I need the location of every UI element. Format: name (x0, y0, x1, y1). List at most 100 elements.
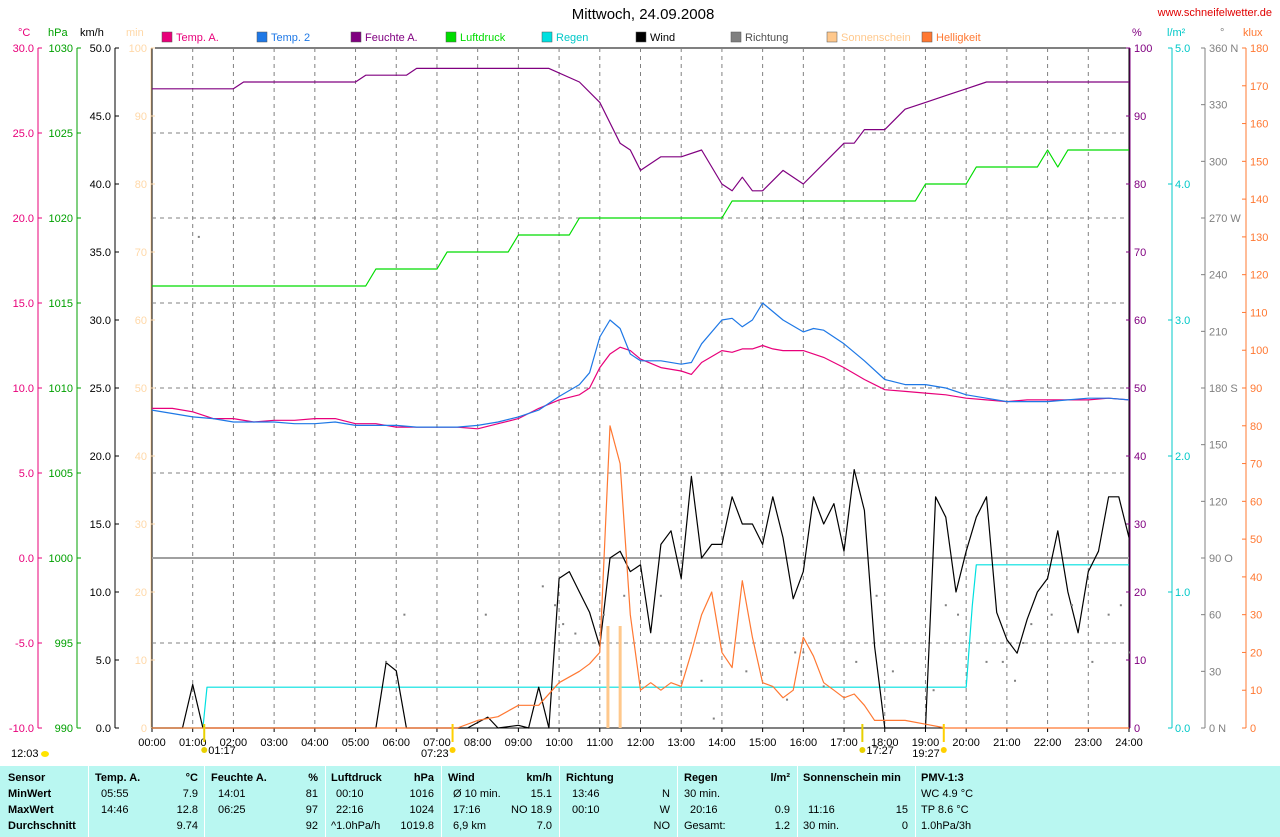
cell-temp-val: 7.9 (182, 788, 198, 800)
axis-tick-label: 0 (1134, 723, 1140, 735)
cell-rain-desc: 30 min. (684, 788, 721, 800)
th-wind-unit: km/h (526, 772, 552, 784)
site-link[interactable]: www.schneifelwetter.de (1157, 7, 1272, 19)
cell-sun-desc: 11:16 (808, 804, 835, 816)
axis-tick-label: -5.0 (15, 638, 34, 650)
direction-point (891, 670, 894, 673)
legend-swatch (541, 31, 553, 43)
unit-pressure: hPa (48, 27, 68, 39)
moonset-time: 01:17 (208, 745, 236, 757)
row-label: Durchschnitt (8, 820, 76, 832)
axis-tick-label: 270 W (1209, 213, 1241, 225)
series-temp-2 (151, 302, 1130, 428)
axis-tick-label: 0 N (1209, 723, 1226, 735)
legend-label: Helligkeit (936, 32, 981, 44)
moonrise-time: 17:27 (866, 745, 894, 757)
legend-label: Wind (650, 32, 675, 44)
cell-dir-val: NO (653, 820, 671, 832)
unit-rain: l/m² (1167, 27, 1186, 39)
series-wind (152, 469, 1130, 729)
series-temp-a- (152, 344, 1130, 430)
x-tick-label: 13:00 (667, 737, 695, 749)
cell-sun-val: 0 (901, 820, 908, 832)
direction-point (1001, 660, 1004, 663)
direction-point (1014, 679, 1017, 682)
axis-tick-label: 40 (1250, 572, 1262, 584)
axis-tick-label: 0.0 (96, 723, 111, 735)
direction-point (855, 660, 858, 663)
x-tick-label: 02:00 (220, 737, 248, 749)
legend: Temp. A. Temp. 2 Feuchte A. Luftdruck Regen W… (161, 31, 981, 44)
x-tick-label: 07:00 (423, 737, 451, 749)
cell-wind-val: NO 18.9 (511, 804, 552, 816)
cell-dir-val: N (662, 788, 670, 800)
x-tick-label: 00:00 (138, 737, 166, 749)
axis-tick-label: 1030 (49, 43, 73, 55)
direction-point (932, 689, 935, 692)
cell-pmv: WC 4.9 °C (921, 788, 974, 800)
axis-tick-label: 1015 (49, 298, 73, 310)
th-rain-unit: l/m² (770, 772, 790, 784)
cell-temp-time: 05:55 (101, 788, 129, 800)
axis-tick-label: 25.0 (13, 128, 34, 140)
axis-tick-label: 1.0 (1175, 587, 1190, 599)
th-hum-unit: % (308, 772, 318, 784)
x-tick-label: 17:00 (830, 737, 858, 749)
cell-wind-desc: Ø 10 min. (453, 788, 501, 800)
axis-tick-label: 40.0 (90, 179, 111, 191)
cell-press-val: 1024 (409, 804, 434, 816)
axis-tick-label: 0.0 (19, 553, 34, 565)
th-rain: Regen (684, 772, 718, 784)
axis-tick-label: 990 (55, 723, 73, 735)
axis-tick-label: 30 (1250, 610, 1262, 622)
axis-tick-label: 40 (1134, 451, 1146, 463)
axis-tick-label: 80 (1134, 179, 1146, 191)
x-tick-label: 04:00 (301, 737, 329, 749)
direction-point (1107, 613, 1110, 616)
direction-point (484, 613, 487, 616)
stats-table (0, 766, 1280, 837)
axis-tick-label: 0.0 (1175, 723, 1190, 735)
axis-tick-label: 10 (1250, 685, 1262, 697)
x-tick-label: 23:00 (1075, 737, 1103, 749)
axis-tick-label: 90 (1250, 383, 1262, 395)
x-tick-label: 15:00 (749, 737, 777, 749)
axis-tick-label: 45.0 (90, 111, 111, 123)
cell-press-val: 1019.8 (400, 820, 434, 832)
x-tick-label: 18:00 (871, 737, 899, 749)
x-tick-label: 20:00 (952, 737, 980, 749)
axis-tick-label: 0 (141, 723, 147, 735)
series-feuchte-a- (152, 67, 1129, 192)
axis-tick-label: 1010 (49, 383, 73, 395)
axis-tick-label: 20.0 (13, 213, 34, 225)
axis-tick-label: 180 S (1209, 383, 1238, 395)
axis-tick-label: 130 (1250, 232, 1268, 244)
cell-hum-val: 81 (305, 788, 318, 800)
cell-dir-time: 00:10 (572, 804, 600, 816)
legend-swatch (826, 31, 838, 43)
direction-point (385, 660, 388, 663)
axis-tick-label: 140 (1250, 194, 1268, 206)
cell-hum-time: 06:25 (218, 804, 246, 816)
cell-temp-time: 14:46 (101, 804, 129, 816)
axis-tick-label: 1005 (49, 468, 73, 480)
cell-wind-val: 7.0 (536, 820, 552, 832)
axis-tick-label: 100 (129, 43, 147, 55)
cell-rain-val: 1.2 (774, 820, 790, 832)
sunset-icon (940, 747, 947, 753)
sunrise-time: 07:23 (421, 748, 449, 760)
direction-point (541, 585, 544, 588)
x-tick-label: 12:00 (627, 737, 655, 749)
legend-swatch (161, 31, 173, 43)
direction-point (403, 613, 406, 616)
unit-temp: °C (18, 27, 30, 39)
direction-point (1050, 613, 1053, 616)
direction-point (957, 613, 960, 616)
cell-wind-desc: 6,9 km (453, 820, 487, 832)
axis-tick-label: 90 O (1209, 553, 1233, 565)
axis-tick-label: -10.0 (9, 723, 34, 735)
cell-press-val: 1016 (409, 788, 434, 800)
sunshine-bar (618, 626, 622, 728)
unit-sun: min (126, 27, 144, 39)
axis-tick-label: 5.0 (1175, 43, 1190, 55)
